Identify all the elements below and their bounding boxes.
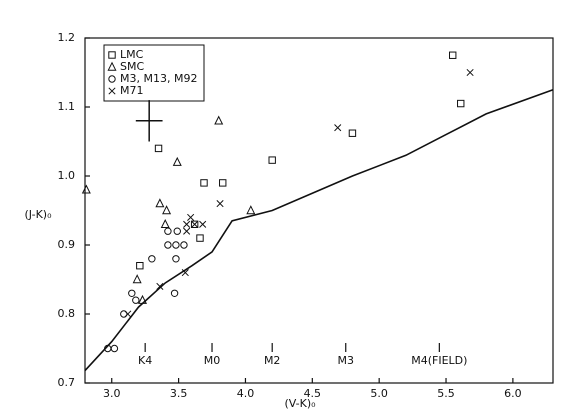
point-square: [449, 51, 457, 59]
spectral-label: M4(FIELD): [411, 354, 467, 367]
point-x: [183, 227, 191, 235]
point-x: [156, 282, 164, 290]
y-axis-label: (J-K)₀: [24, 208, 52, 221]
point-x: [334, 124, 342, 132]
y-tick-label: 0.8: [58, 307, 76, 320]
y-tick-label: 0.7: [58, 376, 76, 389]
spectral-label: M2: [264, 354, 281, 367]
point-x: [183, 220, 191, 228]
point-triangle: [246, 205, 256, 215]
point-square: [154, 144, 163, 153]
point-circle: [173, 227, 181, 235]
x-tick-label: 4.5: [304, 387, 322, 400]
x-tick-label: 5.0: [370, 387, 388, 400]
point-square: [190, 220, 199, 229]
point-x: [199, 220, 207, 228]
legend-label: SMC: [120, 60, 144, 73]
point-circle: [164, 227, 172, 235]
y-tick-label: 1.2: [58, 31, 76, 44]
legend-label: M3, M13, M92: [120, 72, 197, 85]
point-triangle: [172, 156, 182, 166]
point-circle: [120, 310, 128, 318]
point-x: [216, 200, 224, 208]
y-tick-label: 1.0: [58, 169, 76, 182]
point-circle: [172, 241, 180, 249]
legend-label: M71: [120, 84, 144, 97]
y-tick-label: 0.9: [58, 238, 76, 251]
legend-box: [103, 44, 205, 102]
point-circle: [148, 255, 156, 263]
point-triangle: [132, 274, 142, 284]
plot-frame: [84, 37, 554, 384]
x-tick-label: 3.0: [103, 387, 121, 400]
x-tick-label: 6.0: [504, 387, 522, 400]
point-x: [187, 213, 195, 221]
point-triangle: [214, 115, 224, 125]
point-triangle: [107, 61, 117, 71]
point-triangle: [162, 205, 172, 215]
point-triangle: [155, 198, 165, 208]
point-circle: [132, 296, 140, 304]
point-square: [196, 234, 204, 242]
point-triangle: [137, 294, 148, 304]
point-circle: [172, 255, 180, 263]
point-circle: [108, 75, 116, 83]
point-x: [108, 87, 116, 95]
spectral-label: M3: [337, 354, 354, 367]
y-tick-label: 1.1: [58, 100, 76, 113]
point-square: [136, 262, 144, 270]
x-tick-label: 3.5: [170, 387, 188, 400]
point-x: [124, 310, 132, 318]
legend-label: LMC: [120, 48, 144, 61]
point-circle: [170, 289, 179, 297]
point-square: [348, 129, 357, 137]
point-x: [191, 220, 199, 228]
x-tick-label: 4.0: [237, 387, 255, 400]
x-axis-label: (V-K)₀: [284, 397, 316, 410]
spectral-label: M0: [204, 354, 221, 367]
point-square: [108, 51, 116, 59]
spectral-label: K4: [138, 354, 152, 367]
point-circle: [180, 241, 188, 249]
point-circle: [128, 289, 136, 297]
model-line: [84, 88, 554, 372]
x-tick-label: 5.5: [437, 387, 455, 400]
point-square: [219, 179, 227, 187]
point-circle: [164, 241, 172, 249]
point-x: [466, 68, 474, 77]
point-square: [268, 156, 276, 164]
point-square: [200, 179, 208, 187]
point-circle: [110, 344, 119, 353]
point-triangle: [81, 184, 91, 194]
point-square: [457, 99, 465, 108]
point-triangle: [160, 218, 170, 228]
